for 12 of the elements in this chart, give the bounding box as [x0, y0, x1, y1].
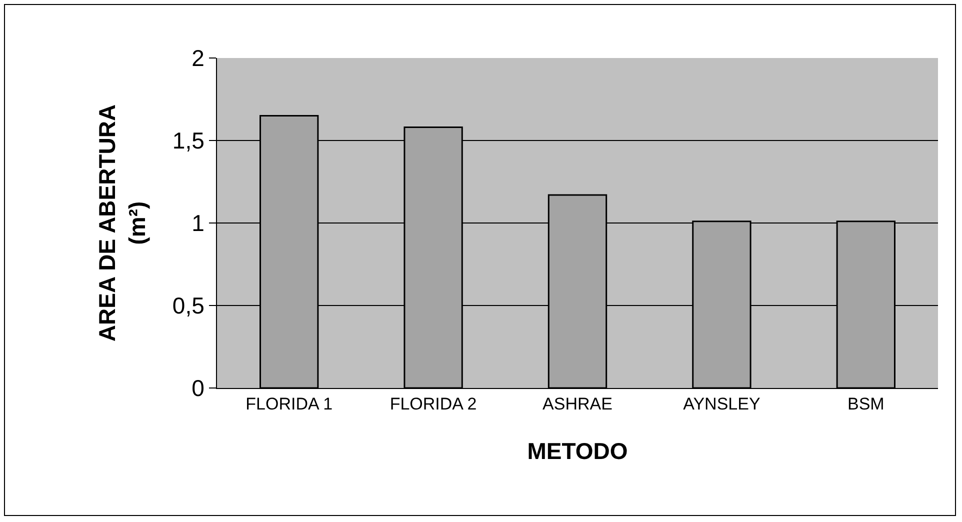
y-axis-title: AREA DE ABERTURA (m²) — [94, 104, 150, 342]
y-tick-label: 0,5 — [172, 292, 204, 319]
y-tick-label: 2 — [192, 45, 204, 72]
y-tick-label: 1,5 — [172, 128, 204, 154]
x-tick-label: FLORIDA 1 — [246, 394, 333, 414]
x-tick-label: FLORIDA 2 — [390, 394, 477, 414]
x-axis-title: METODO — [527, 438, 628, 464]
x-tick-label: BSM — [847, 394, 884, 414]
x-tick-label: ASHRAE — [542, 394, 612, 414]
x-tick-label: AYNSLEY — [683, 394, 760, 414]
y-tick-label: 1 — [192, 210, 204, 236]
y-tick-label: 0 — [192, 375, 204, 402]
